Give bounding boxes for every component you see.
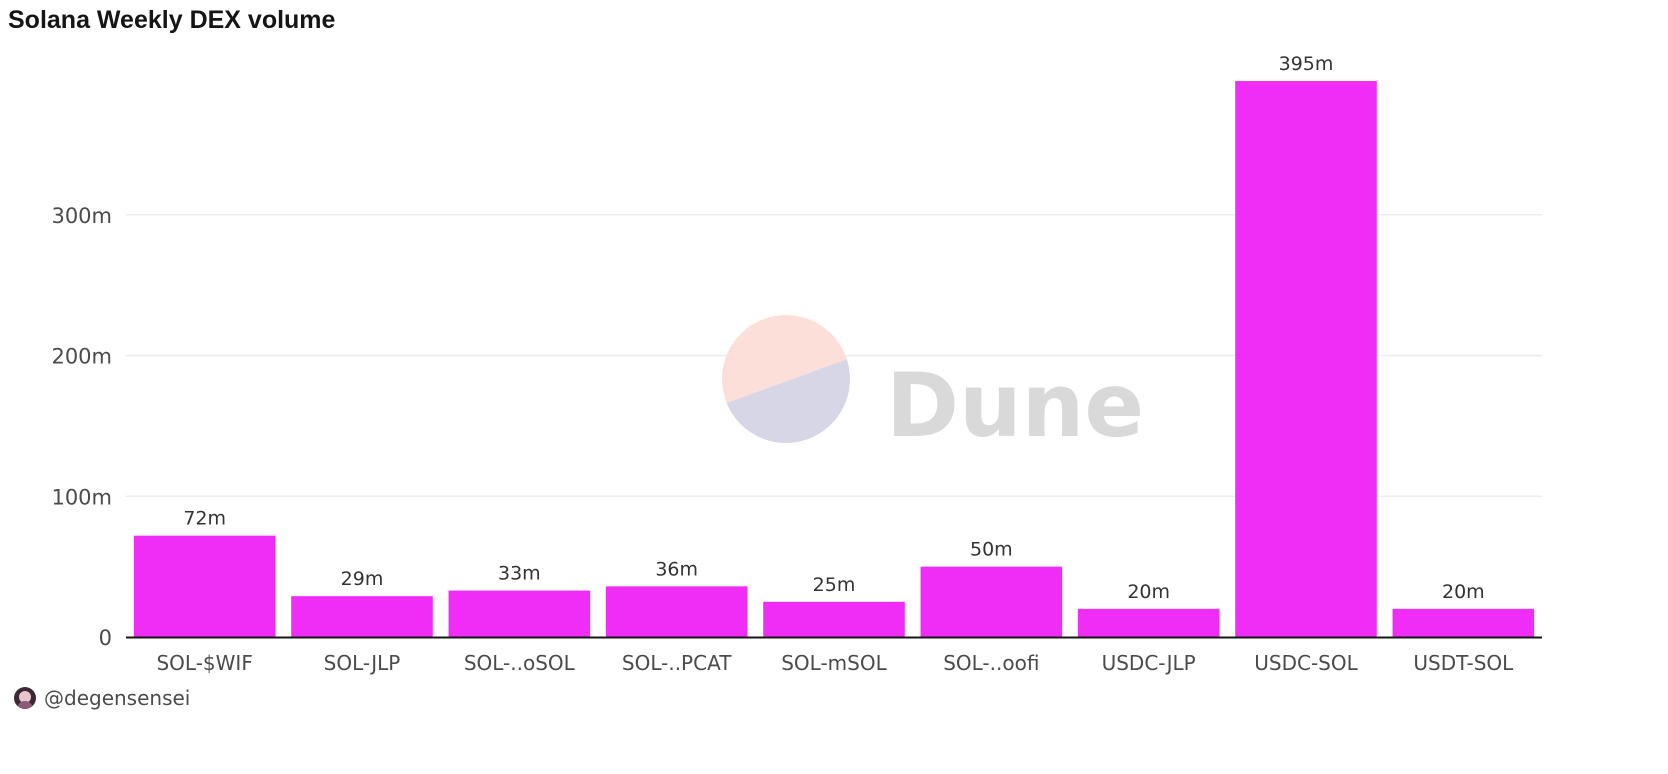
chart-title: Solana Weekly DEX volume	[8, 6, 336, 34]
bar-sol-jlp[interactable]	[291, 596, 433, 637]
data-label: 36m	[655, 558, 698, 580]
x-tick-label: SOL-..PCAT	[622, 651, 732, 675]
x-tick-label: SOL-..oSOL	[464, 651, 576, 675]
x-tick-label: USDT-SOL	[1413, 651, 1514, 675]
y-tick-label: 200m	[51, 345, 112, 369]
dune-watermark: Dune	[722, 315, 1144, 457]
x-tick-label: SOL-JLP	[324, 651, 401, 675]
x-tick-label: USDC-JLP	[1102, 651, 1196, 675]
dune-logo-bottom-half	[726, 359, 851, 444]
y-axis-ticks: 0 100m 200m 300m	[51, 204, 112, 650]
data-label: 33m	[498, 563, 541, 585]
data-label: 20m	[1127, 581, 1170, 603]
data-labels: 72m 29m 33m 36m 25m 50m 20m 395m 20m	[183, 53, 1484, 603]
bar-sol-osol[interactable]	[448, 590, 591, 637]
bar-usdc-sol[interactable]	[1235, 81, 1377, 638]
bar-sol-pcat[interactable]	[605, 586, 748, 637]
avatar-icon	[14, 687, 36, 709]
data-label: 395m	[1279, 53, 1334, 75]
x-tick-label: SOL-mSOL	[781, 651, 887, 675]
bar-usdt-sol[interactable]	[1392, 608, 1535, 637]
bar-sol-msol[interactable]	[763, 601, 905, 637]
dune-watermark-text: Dune	[886, 354, 1144, 457]
data-label: 20m	[1442, 581, 1485, 603]
bars	[133, 81, 1535, 638]
x-tick-label: SOL-..oofi	[943, 651, 1039, 675]
x-tick-label: USDC-SOL	[1254, 651, 1358, 675]
data-label: 72m	[183, 508, 226, 530]
x-tick-label: SOL-$WIF	[156, 651, 252, 675]
bar-sol-wif[interactable]	[133, 535, 276, 637]
bar-sol-oofi[interactable]	[920, 566, 1063, 637]
data-label: 25m	[813, 574, 856, 596]
data-label: 29m	[341, 568, 384, 590]
author-handle[interactable]: @degensensei	[44, 686, 191, 710]
bar-usdc-jlp[interactable]	[1077, 608, 1220, 637]
dune-logo-top-half	[722, 315, 847, 403]
data-label: 50m	[970, 539, 1013, 561]
footer: @degensensei	[14, 685, 190, 711]
y-tick-label: 100m	[51, 485, 112, 509]
y-tick-label: 300m	[51, 204, 112, 228]
y-tick-label: 0	[99, 626, 112, 650]
x-axis-ticks: SOL-$WIF SOL-JLP SOL-..oSOL SOL-..PCAT SOL-m…	[156, 651, 1514, 675]
